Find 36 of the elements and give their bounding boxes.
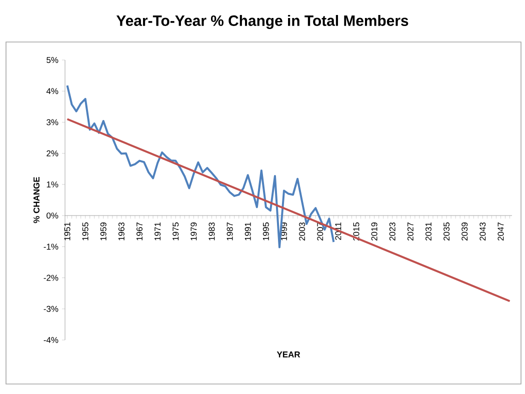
x-tick-label: 1987 xyxy=(226,222,233,240)
y-tick-label: -4% xyxy=(44,337,58,343)
x-tick-label: 2027 xyxy=(407,222,414,240)
x-tick-label: 2039 xyxy=(462,222,468,240)
x-tick-label: 1951 xyxy=(64,222,70,240)
y-axis-title: % CHANGE xyxy=(33,177,40,224)
x-tick-label: 1959 xyxy=(100,222,106,240)
x-tick-label: 1967 xyxy=(136,222,142,240)
x-tick-label: 1971 xyxy=(154,222,161,240)
y-tick-label: -2% xyxy=(44,274,58,281)
y-tick-label: 1% xyxy=(46,181,58,188)
y-tick-label: 3% xyxy=(46,119,58,126)
line-series xyxy=(66,84,335,248)
x-tick-label: 2007 xyxy=(317,222,324,240)
x-tick-label: 2003 xyxy=(299,222,306,240)
y-tick-label: -3% xyxy=(44,306,58,312)
x-tick-label: 1975 xyxy=(172,222,179,240)
x-tick-label: 2035 xyxy=(444,222,450,240)
y-tick-label: 5% xyxy=(46,57,58,63)
x-tick-label: 2019 xyxy=(371,222,378,240)
x-tick-label: 1979 xyxy=(190,222,197,240)
x-tick-label: 2031 xyxy=(425,222,432,240)
x-tick-label: 1963 xyxy=(118,222,124,240)
chart-title: Year-To-Year % Change in Total Members xyxy=(116,15,408,29)
y-tick-label: -1% xyxy=(44,244,58,250)
x-axis-title: YEAR xyxy=(276,352,300,358)
x-tick-label: 2047 xyxy=(498,222,504,240)
x-tick-label: 1955 xyxy=(82,222,88,240)
y-tick-label: 2% xyxy=(46,150,58,156)
x-tick-label: 1983 xyxy=(208,222,215,240)
x-tick-label: 1995 xyxy=(262,222,269,240)
y-tick-label: 0% xyxy=(46,212,58,219)
y-tick-label: 4% xyxy=(46,88,58,94)
x-tick-label: 2043 xyxy=(480,222,486,240)
x-tick-label: 2023 xyxy=(389,222,396,240)
x-tick-label: 1991 xyxy=(244,222,251,240)
